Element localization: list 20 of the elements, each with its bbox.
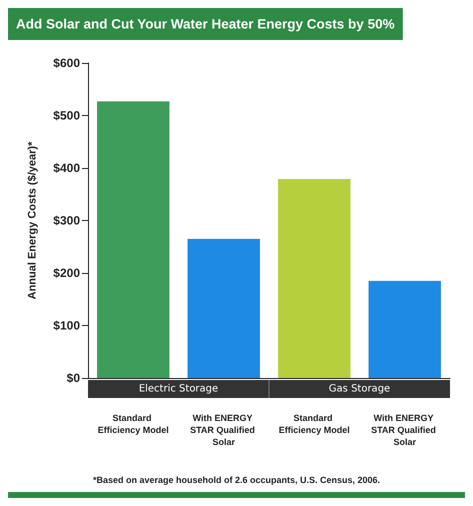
text: *Based on average household of 2.6 occupants, U.S. Census, 2006. (92, 475, 380, 485)
bar (97, 101, 170, 378)
bar (188, 238, 260, 378)
x-tick-label: With ENERGY STAR Qualified Solar (190, 413, 258, 447)
y-tick-label: $600 (53, 56, 80, 70)
y-tick-label: $100 (53, 318, 80, 332)
y-tick-label: $500 (53, 108, 80, 122)
x-tick-label: With ENERGY STAR Qualified Solar (371, 413, 438, 447)
y-tick-label: $200 (53, 266, 80, 280)
text: Electric Storage (138, 384, 218, 394)
bar (278, 179, 350, 378)
chart-title: Add Solar and Cut Your Water Heater Energy Costs by 50% (16, 16, 395, 32)
bar (368, 280, 441, 378)
x-tick-label: Standard Efficiency Model (98, 413, 169, 435)
text: Gas Storage (328, 384, 390, 394)
x-tick-label: Standard Efficiency Model (278, 413, 350, 435)
y-tick-label: $300 (53, 214, 80, 228)
y-tick-label: $400 (53, 161, 80, 175)
y-tick-label: $0 (66, 371, 80, 385)
y-axis-title: Annual Energy Costs ($/year)* (26, 140, 38, 300)
